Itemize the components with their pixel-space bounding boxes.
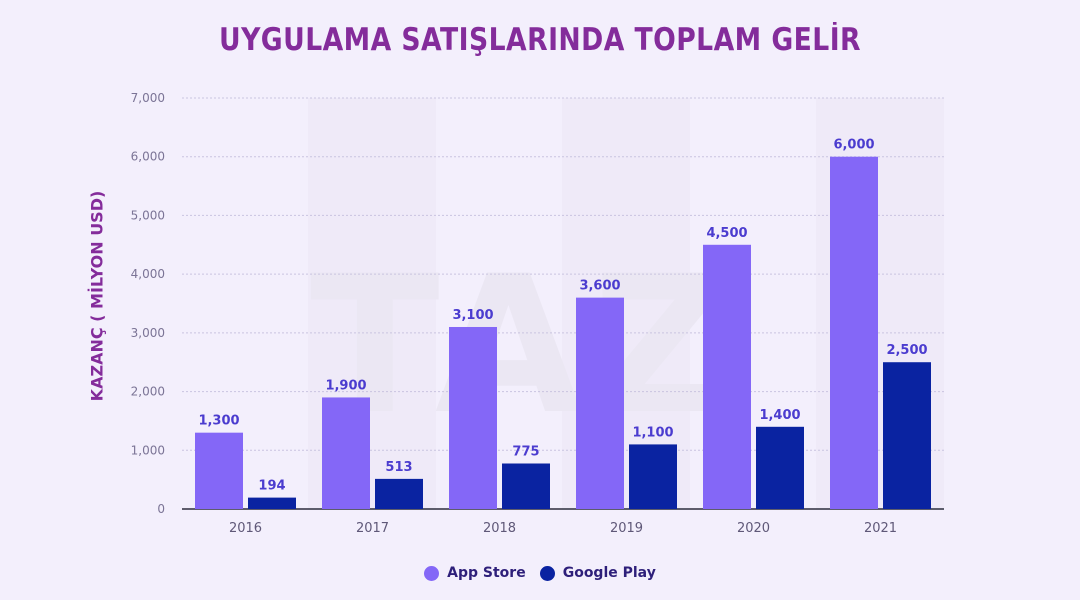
legend-item-app-store[interactable]: App Store [424,565,526,581]
legend-label-google-play: Google Play [562,565,656,581]
data-label: 3,600 [579,279,620,294]
data-label: 194 [258,479,285,494]
y-tick-label: 6,000 [131,150,165,164]
bar-google-play-2020 [756,426,804,509]
bar-google-play-2019 [629,444,677,509]
data-label: 3,100 [452,308,493,323]
x-tick-label: 2019 [610,521,643,536]
y-tick-label: 3,000 [131,326,165,340]
bar-google-play-2018 [502,463,550,509]
bar-google-play-2021 [883,362,931,509]
y-tick-label: 2,000 [131,385,165,399]
data-label: 513 [385,460,412,475]
y-tick-label: 0 [157,502,165,516]
bar-google-play-2017 [375,478,423,509]
x-tick-label: 2017 [356,521,389,536]
legend-swatch-google-play [539,565,555,581]
x-tick-label: 2021 [864,521,897,536]
watermark-logo: TAZ [310,235,740,456]
legend-swatch-app-store [424,565,440,581]
data-label: 1,400 [759,408,800,423]
data-label: 775 [512,444,539,459]
bar-app-store-2016 [195,432,243,509]
x-tick-label: 2016 [229,521,262,536]
bar-app-store-2019 [576,297,624,509]
y-tick-label: 7,000 [131,91,165,105]
legend-label-app-store: App Store [447,565,526,581]
y-tick-label: 1,000 [131,443,165,457]
bar-google-play-2016 [248,497,296,509]
x-tick-label: 2020 [737,521,770,536]
data-label: 1,900 [325,378,366,393]
data-label: 2,500 [886,343,927,358]
chart-title: UYGULAMA SATIŞLARINDA TOPLAM GELİR [218,22,862,58]
data-label: 6,000 [833,138,874,153]
data-label: 4,500 [706,226,747,241]
bar-app-store-2018 [449,326,497,509]
y-tick-label: 5,000 [131,208,165,222]
x-tick-label: 2018 [483,521,516,536]
data-label: 1,300 [198,414,239,429]
data-label: 1,100 [632,425,673,440]
bar-app-store-2020 [703,244,751,510]
bar-app-store-2017 [322,397,370,509]
bar-app-store-2021 [830,156,878,509]
legend-item-google-play[interactable]: Google Play [539,565,656,581]
y-tick-label: 4,000 [131,267,165,281]
legend: App Store Google Play [0,565,1080,581]
